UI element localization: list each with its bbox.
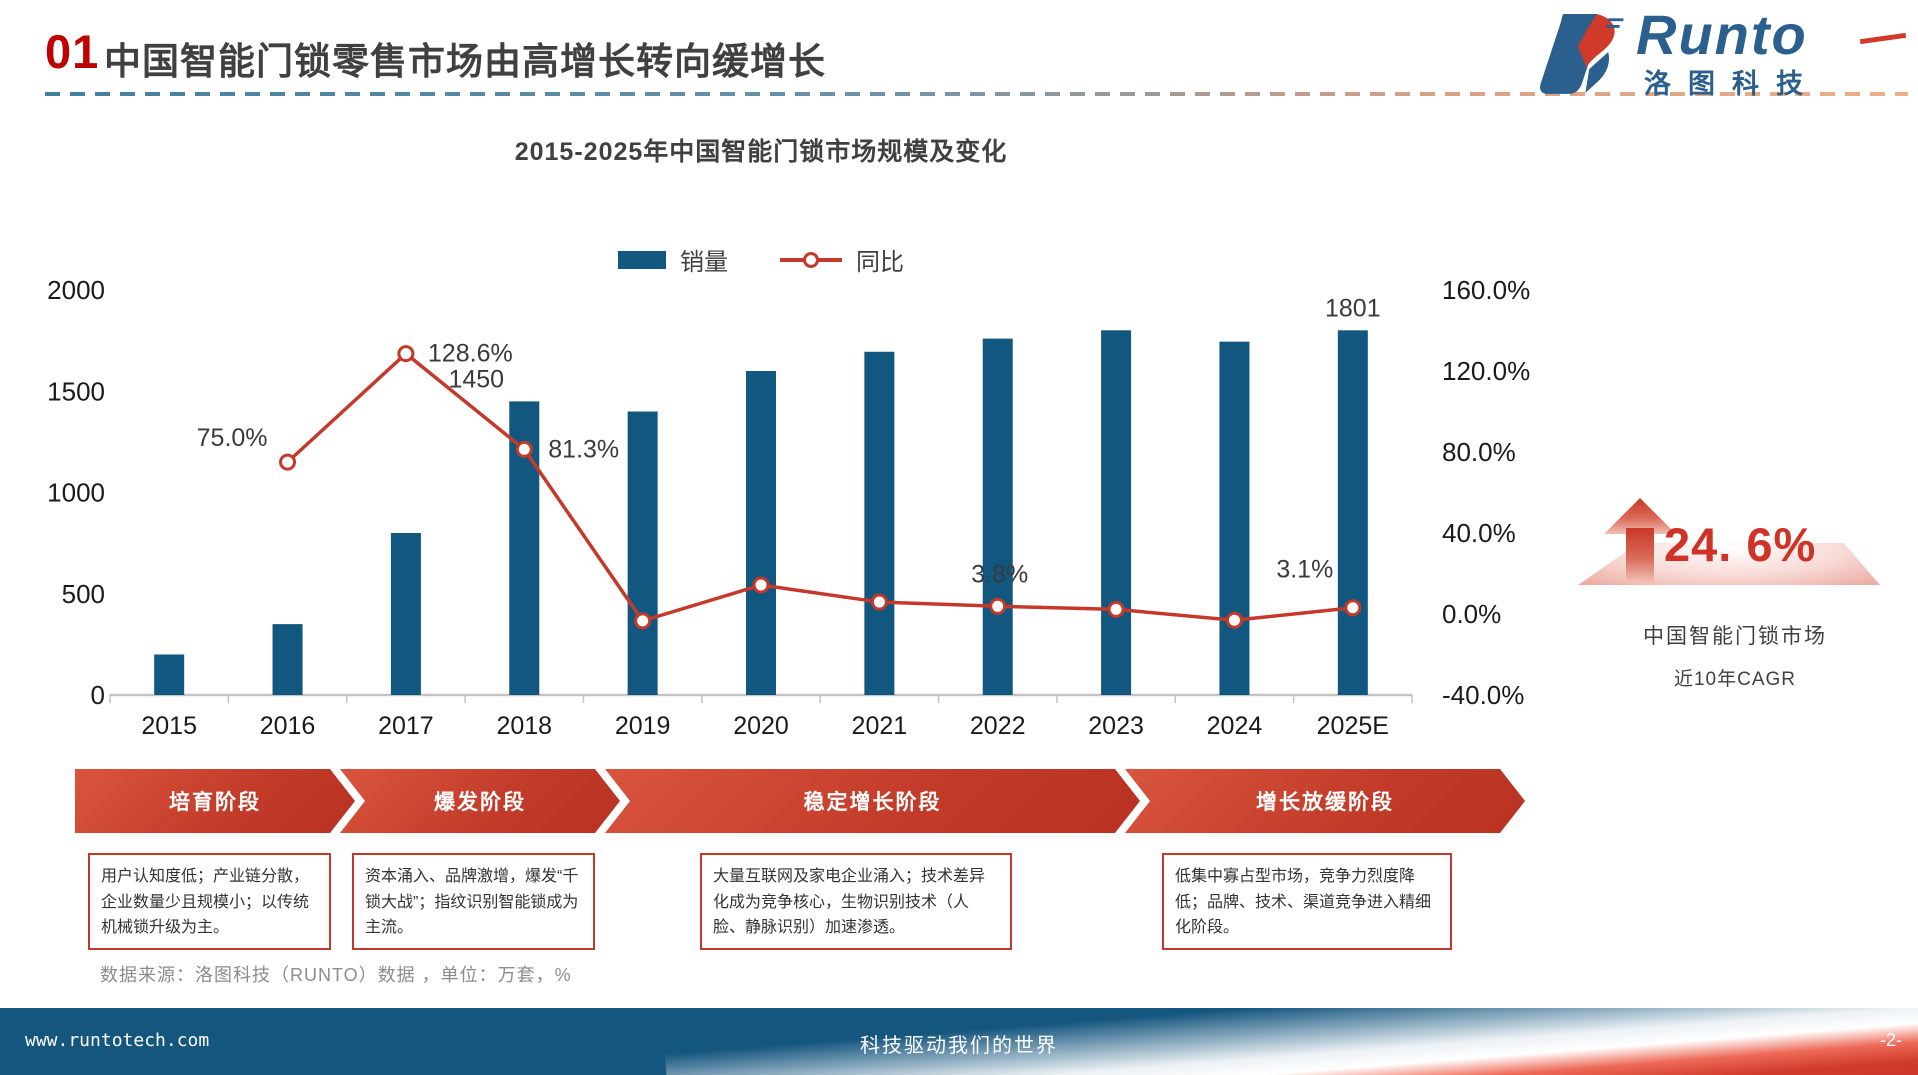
chart-title: 2015-2025年中国智能门锁市场规模及变化 [514,138,1008,166]
yoy-marker-2019 [634,612,652,630]
yoy-marker-2018 [515,440,533,458]
x-axis-category-label: 2017 [378,712,434,740]
phase-desc-explosion: 资本涌入、品牌激增，爆发“千锁大战”；指纹识别智能锁成为主流。 [352,853,595,950]
bar-2025E [1337,330,1368,695]
bar-2015 [154,654,185,695]
phase-label: 增长放缓阶段 [1256,791,1394,814]
data-label-yoy-2016: 75.0% [197,424,268,452]
data-source-note: 数据来源：洛图科技（RUNTO）数据 ，单位：万套，% [100,965,572,985]
footer-slogan: 科技驱动我们的世界 [860,1035,1058,1057]
cagr-value: 24. 6% [1664,518,1817,571]
phase-desc-incubation: 用户认知度低；产业链分散，企业数量少且规模小；以传统机械锁升级为主。 [88,853,331,950]
phase-label: 稳定增长阶段 [803,791,942,814]
right-axis-tick-label: -40.0% [1442,680,1524,710]
x-axis-category-label: 2025E [1317,712,1389,740]
yoy-marker-2024 [1225,611,1243,629]
x-axis-category-label: 2022 [970,712,1026,740]
bar-2017 [390,533,421,695]
footer-website: www.runtotech.com [25,1030,210,1051]
right-axis-tick-label: 0.0% [1442,599,1501,629]
yoy-marker-2021 [870,593,888,611]
data-label-sales-2018: 1450 [448,365,504,393]
x-axis-category-label: 2021 [852,712,908,740]
data-label-yoy-2017: 128.6% [428,340,513,368]
data-label-yoy-2025E: 3.1% [1276,556,1333,584]
right-axis-tick-label: 120.0% [1442,356,1530,386]
bar-2019 [627,411,658,695]
data-label-yoy-2018: 81.3% [548,435,619,463]
bar-2020 [746,371,776,695]
logo-wordmark: Runto [1636,3,1808,66]
runto-logo-icon [1540,14,1624,94]
left-axis-tick-label: 1500 [47,376,105,406]
legend-bar-swatch-icon [618,250,666,269]
phase-label: 爆发阶段 [434,791,526,814]
up-arrow-icon [1604,498,1676,582]
phase-desc-steady-growth: 大量互联网及家电企业涌入；技术差异化成为竞争核心，生物识别技术（人脸、静脉识别）… [700,853,1012,950]
runto-logo: Runto 洛图科技 [1508,3,1908,99]
cagr-caption-line2: 近10年CAGR [1673,669,1797,690]
phase-arrow-steady-growth: 稳定增长阶段 [605,769,1140,833]
cagr-caption-line1: 中国智能门锁市场 [1643,625,1827,648]
footer-page-number: -2- [1880,1030,1902,1050]
yoy-marker-2020 [752,576,770,594]
bar-2016 [272,624,303,695]
bar-2022 [982,338,1013,695]
x-axis-category-label: 2018 [496,712,552,740]
right-axis-tick-label: 80.0% [1442,437,1516,467]
phase-arrow-slowdown: 增长放缓阶段 [1125,769,1525,833]
left-axis-tick-label: 2000 [47,275,105,305]
right-axis-tick-label: 40.0% [1442,518,1516,548]
section-number: 01 [45,25,100,78]
yoy-marker-2016 [279,453,297,471]
yoy-marker-2025E [1344,599,1362,617]
phase-arrow-incubation: 培育阶段 [75,769,355,833]
x-axis-category-label: 2020 [733,712,789,740]
legend-line-swatch-icon [780,251,842,269]
yoy-marker-2022 [989,597,1007,615]
data-label-sales-2025E: 1801 [1325,294,1381,322]
left-axis-tick-label: 0 [91,680,105,710]
bar-2021 [864,351,895,695]
legend-label-sales: 销量 [680,249,728,276]
phase-label: 培育阶段 [169,791,261,814]
x-axis-category-label: 2019 [615,712,671,740]
dashed-divider [45,92,1908,96]
yoy-marker-2023 [1107,600,1125,618]
logo-chinese-name: 洛图科技 [1644,69,1820,99]
yoy-line [286,351,1354,623]
footer-bar: www.runtotech.com 科技驱动我们的世界 -2- [0,1008,1918,1075]
legend-label-yoy: 同比 [856,249,904,276]
chart-legend: 销量 同比 [110,242,1412,277]
x-axis-category-label: 2024 [1207,712,1263,740]
left-axis-tick-label: 1000 [47,478,105,508]
x-axis-category-label: 2016 [260,712,316,740]
bar-2023 [1101,330,1132,695]
right-axis-tick-label: 160.0% [1442,275,1530,305]
phase-arrow-explosion: 爆发阶段 [340,769,620,833]
bar-2024 [1219,341,1250,695]
x-axis-category-label: 2023 [1088,712,1144,740]
phase-desc-slowdown: 低集中寡占型市场，竞争力烈度降低；品牌、技术、渠道竞争进入精细化阶段。 [1162,853,1452,950]
left-axis-tick-label: 500 [62,579,105,609]
data-label-yoy-2022: 3.8% [971,560,1028,588]
x-axis-category-label: 2015 [141,712,197,740]
yoy-marker-2017 [397,345,415,363]
page-title: 中国智能门锁零售市场由高增长转向缓增长 [104,41,826,82]
